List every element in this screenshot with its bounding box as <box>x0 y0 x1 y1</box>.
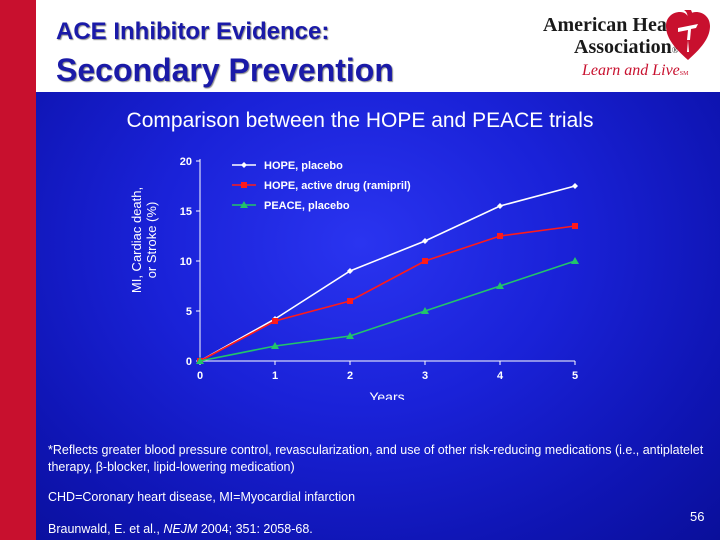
title-line-1: ACE Inhibitor Evidence: <box>56 18 330 45</box>
tagline-mark: SM <box>679 71 689 77</box>
citation-details: 2004; 351: 2058-68. <box>197 522 313 536</box>
citation-journal: NEJM <box>163 522 198 536</box>
data-point <box>571 257 579 264</box>
line-chart: MI, Cardiac death, or Stroke (%) 0510152… <box>129 156 579 400</box>
title-line-2: Secondary Prevention <box>56 52 394 88</box>
left-accent-bar <box>0 0 36 540</box>
series-line <box>199 225 576 362</box>
series-line <box>199 185 576 362</box>
chart-legend: HOPE, placebo HOPE, active drug (ramipril… <box>232 160 411 212</box>
header-band <box>36 0 720 92</box>
y-axis-label-line-2: or Stroke (%) <box>144 202 159 279</box>
x-tick-label: 0 <box>197 370 203 382</box>
legend-marker <box>240 201 248 208</box>
y-tick-label: 15 <box>180 206 192 218</box>
y-tick-label: 20 <box>180 156 192 168</box>
legend-label: PEACE, placebo <box>264 200 350 212</box>
data-point <box>497 203 503 209</box>
y-tick-label: 0 <box>186 356 192 368</box>
data-point <box>572 223 578 229</box>
y-tick-label: 5 <box>186 306 192 318</box>
heart-torch-icon <box>666 10 710 60</box>
legend-label: HOPE, placebo <box>264 160 343 172</box>
legend-marker <box>241 182 247 188</box>
brand-name-line-1: American Heart <box>543 14 683 36</box>
series-line <box>199 260 576 362</box>
data-point <box>196 357 204 364</box>
x-tick-label: 4 <box>497 370 504 382</box>
data-point <box>422 238 428 244</box>
data-point <box>271 342 279 349</box>
legend-label: HOPE, active drug (ramipril) <box>264 180 411 192</box>
slide-subtitle: Comparison between the HOPE and PEACE tr… <box>126 109 594 132</box>
citation-authors: Braunwald, E. et al., <box>48 522 164 536</box>
brand-name-text: Association <box>574 36 672 58</box>
data-point <box>347 268 353 274</box>
brand-name-line-2: Association® <box>574 36 679 59</box>
data-point <box>421 307 429 314</box>
footnote: *Reflects greater blood pressure control… <box>48 443 704 474</box>
chart-plot-area: 0 5 10 15 20 0 1 2 3 4 5 <box>180 156 579 382</box>
data-point <box>272 318 278 324</box>
abbreviations: CHD=Coronary heart disease, MI=Myocardia… <box>48 490 356 504</box>
x-axis-label: Years <box>369 389 404 400</box>
registered-mark: ® <box>671 45 679 55</box>
x-tick-label: 3 <box>422 370 428 382</box>
brand-tagline: Learn and LiveSM <box>582 62 688 80</box>
data-point <box>347 298 353 304</box>
data-point <box>422 258 428 264</box>
data-point <box>496 282 504 289</box>
data-point <box>572 183 578 189</box>
y-axis-label-line-1: MI, Cardiac death, <box>129 187 144 293</box>
y-tick-label: 10 <box>180 256 192 268</box>
data-point <box>497 233 503 239</box>
data-point <box>346 332 354 339</box>
x-tick-label: 2 <box>347 370 353 382</box>
citation: Braunwald, E. et al., NEJM 2004; 351: 20… <box>48 521 313 538</box>
page-number: 56 <box>690 509 705 524</box>
legend-marker <box>241 162 247 168</box>
brand-tagline-text: Learn and Live <box>582 62 680 79</box>
x-tick-label: 5 <box>572 370 578 382</box>
x-tick-label: 1 <box>272 370 278 382</box>
